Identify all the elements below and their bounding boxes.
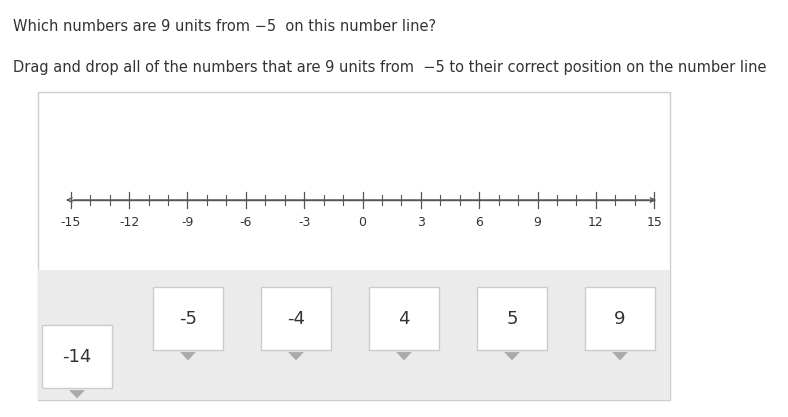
Text: Drag and drop all of the numbers that are 9 units from  −5 to their correct posi: Drag and drop all of the numbers that ar… — [13, 60, 767, 75]
Text: 6: 6 — [475, 216, 483, 229]
Text: -14: -14 — [62, 347, 91, 365]
Text: 9: 9 — [533, 216, 541, 229]
Text: 5: 5 — [506, 309, 518, 327]
Text: -15: -15 — [61, 216, 81, 229]
Text: -9: -9 — [181, 216, 194, 229]
Text: 15: 15 — [646, 216, 662, 229]
Text: -12: -12 — [119, 216, 139, 229]
Text: 3: 3 — [417, 216, 425, 229]
Text: -4: -4 — [287, 309, 305, 327]
Text: 12: 12 — [588, 216, 604, 229]
Text: 0: 0 — [359, 216, 366, 229]
Text: Which numbers are 9 units from −5  on this number line?: Which numbers are 9 units from −5 on thi… — [13, 19, 437, 34]
Text: -3: -3 — [298, 216, 310, 229]
Text: 9: 9 — [615, 309, 626, 327]
Text: 4: 4 — [398, 309, 410, 327]
Text: -5: -5 — [179, 309, 197, 327]
Text: -6: -6 — [240, 216, 252, 229]
